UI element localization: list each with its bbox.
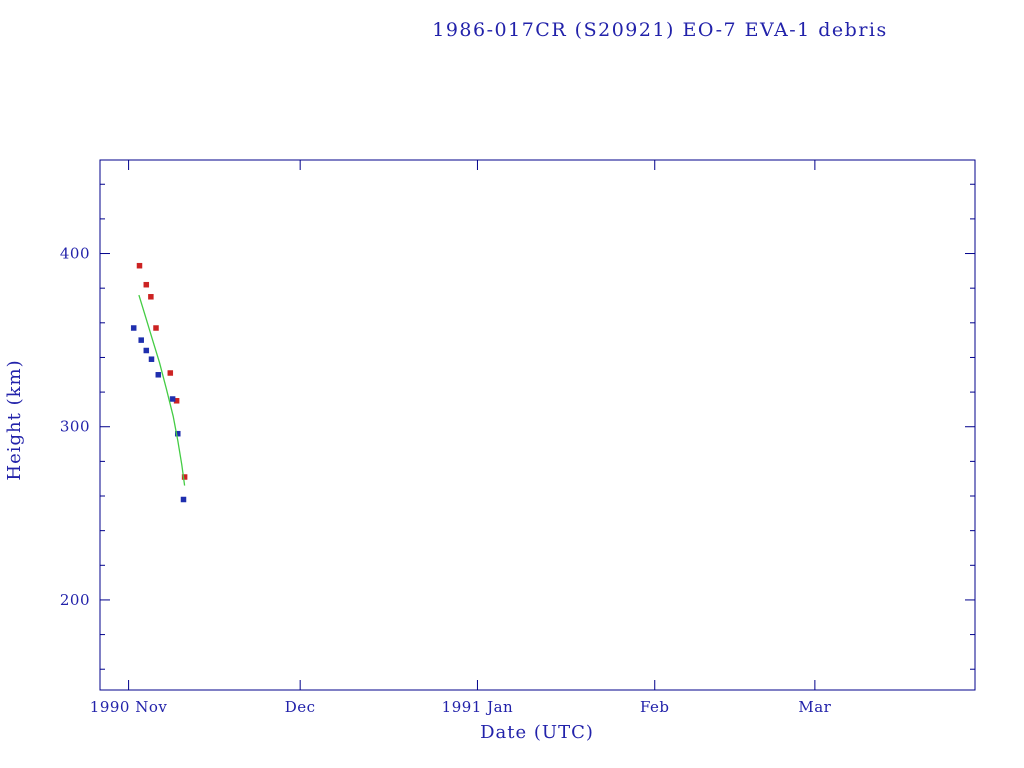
axes-layer: 1990 Nov Dec 1991 Jan Feb Mar 200 300 400 bbox=[60, 159, 976, 716]
perigee-data-point bbox=[130, 325, 137, 331]
y-tick-label: 200 bbox=[60, 591, 90, 609]
mean-height-line bbox=[138, 294, 186, 486]
apogee-data-point bbox=[143, 281, 150, 288]
x-tick-label: Dec bbox=[285, 698, 316, 716]
x-tick-label: 1990 Nov bbox=[90, 698, 168, 716]
apogee-data-point bbox=[148, 294, 154, 300]
perigee-data-point bbox=[180, 496, 187, 503]
chart-title: 1986-017CR (S20921) EO-7 EVA-1 debris bbox=[432, 19, 887, 41]
y-tick-label: 300 bbox=[60, 418, 90, 436]
x-tick-label: Feb bbox=[640, 698, 670, 716]
y-tick-label: 400 bbox=[60, 245, 90, 263]
apogee-data-point bbox=[181, 474, 188, 480]
x-tick-label: Mar bbox=[798, 698, 831, 716]
perigee-data-point bbox=[138, 337, 144, 343]
y-axis-label: Height (km) bbox=[4, 359, 25, 480]
perigee-data-point bbox=[155, 372, 162, 378]
perigee-data-point bbox=[169, 396, 176, 402]
x-tick-label: 1991 Jan bbox=[442, 698, 514, 716]
x-axis-label: Date (UTC) bbox=[480, 722, 594, 743]
series-layer bbox=[130, 262, 188, 503]
apogee-data-point bbox=[153, 325, 159, 331]
perigee-data-point bbox=[143, 347, 150, 354]
apogee-data-point bbox=[136, 262, 143, 269]
perigee-data-point bbox=[175, 430, 181, 437]
apogee-data-point bbox=[167, 370, 174, 376]
perigee-data-point bbox=[148, 356, 155, 362]
plot-frame bbox=[99, 159, 976, 691]
